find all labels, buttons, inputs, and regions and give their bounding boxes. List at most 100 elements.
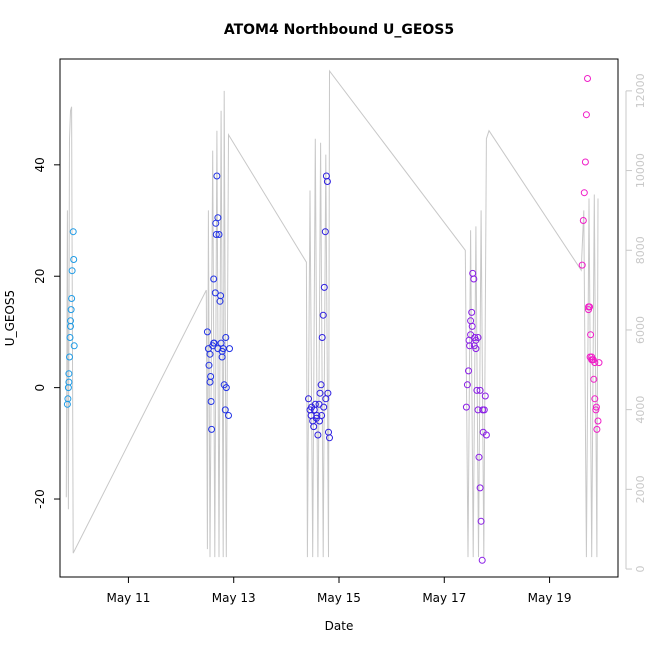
y2-axis: 0 2000 4000 6000 8000 10000 12000 bbox=[625, 73, 647, 573]
x-axis-label: Date bbox=[325, 619, 354, 633]
data-point bbox=[324, 389, 332, 397]
data-point bbox=[584, 75, 591, 82]
data-point bbox=[473, 386, 481, 394]
y2-tick-label: 12000 bbox=[634, 73, 647, 108]
x-tick-label: May 11 bbox=[106, 591, 150, 605]
points-layer bbox=[63, 75, 603, 564]
data-point bbox=[465, 367, 472, 375]
y-tick-label: 0 bbox=[33, 384, 47, 392]
data-point bbox=[212, 231, 220, 238]
data-point bbox=[482, 431, 490, 439]
x-axis: May 11 May 13 May 15 May 17 May 19 bbox=[106, 577, 572, 605]
data-point bbox=[593, 425, 601, 433]
data-point bbox=[323, 178, 331, 185]
data-point bbox=[579, 217, 587, 224]
y2-tick-label: 0 bbox=[634, 566, 647, 573]
data-point bbox=[68, 295, 76, 302]
y-axis-label: U_GEOS5 bbox=[3, 290, 17, 346]
data-point bbox=[592, 403, 600, 411]
data-point bbox=[320, 283, 328, 291]
data-point bbox=[206, 350, 214, 358]
data-point bbox=[217, 292, 225, 300]
data-point bbox=[218, 347, 226, 355]
data-point bbox=[314, 431, 322, 439]
data-point bbox=[467, 317, 475, 325]
y-tick-label: 40 bbox=[33, 157, 47, 172]
data-point bbox=[215, 231, 223, 238]
data-point bbox=[321, 228, 329, 236]
data-point bbox=[207, 398, 215, 405]
plot-area-frame bbox=[59, 58, 619, 578]
data-point bbox=[479, 406, 487, 414]
data-point bbox=[594, 417, 602, 425]
data-point bbox=[67, 317, 74, 325]
data-point bbox=[70, 256, 78, 263]
data-point bbox=[462, 403, 470, 411]
data-point bbox=[326, 434, 333, 442]
y-tick-label: -20 bbox=[33, 489, 47, 509]
data-point bbox=[590, 375, 598, 383]
data-point bbox=[585, 306, 592, 314]
altitude-line bbox=[65, 69, 599, 558]
data-point bbox=[467, 331, 475, 339]
data-point bbox=[67, 306, 75, 314]
data-point bbox=[313, 412, 321, 419]
data-point bbox=[310, 406, 318, 414]
x-tick-label: May 19 bbox=[528, 591, 572, 605]
data-point bbox=[222, 384, 230, 392]
data-point bbox=[316, 389, 324, 397]
y2-tick-label: 2000 bbox=[634, 475, 647, 503]
data-point bbox=[481, 392, 489, 400]
data-point bbox=[222, 334, 230, 341]
x-tick-label: May 15 bbox=[317, 591, 361, 605]
chart-title: ATOM4 Northbound U_GEOS5 bbox=[224, 22, 454, 38]
data-point bbox=[478, 556, 486, 564]
y-axis: -20 0 20 40 bbox=[33, 157, 60, 509]
data-point bbox=[470, 275, 478, 283]
data-point bbox=[320, 403, 328, 411]
data-point bbox=[225, 412, 232, 419]
data-point bbox=[591, 395, 599, 403]
data-point bbox=[69, 228, 77, 236]
data-point bbox=[319, 311, 327, 319]
data-point bbox=[208, 425, 216, 433]
data-point bbox=[580, 189, 588, 197]
data-point bbox=[595, 359, 603, 367]
data-point bbox=[226, 345, 233, 353]
data-point bbox=[205, 361, 213, 369]
altitude-line-layer bbox=[65, 69, 599, 558]
data-point bbox=[476, 386, 484, 394]
data-point bbox=[477, 517, 485, 525]
data-point bbox=[66, 334, 74, 341]
y2-tick-label: 6000 bbox=[634, 316, 647, 344]
data-point bbox=[213, 172, 221, 180]
x-tick-label: May 13 bbox=[212, 591, 256, 605]
data-point bbox=[65, 378, 73, 386]
data-point bbox=[207, 373, 215, 380]
data-point bbox=[211, 289, 219, 297]
data-point bbox=[463, 381, 471, 389]
data-point bbox=[475, 453, 483, 461]
x-tick-label: May 17 bbox=[422, 591, 466, 605]
data-point bbox=[587, 331, 595, 339]
data-point bbox=[68, 267, 76, 275]
data-point bbox=[582, 111, 590, 119]
data-point bbox=[592, 406, 600, 414]
data-point bbox=[474, 334, 482, 341]
data-point bbox=[70, 342, 78, 350]
data-point bbox=[305, 395, 312, 403]
data-point bbox=[578, 261, 586, 269]
data-point bbox=[317, 381, 325, 389]
data-point bbox=[64, 395, 72, 403]
data-point bbox=[212, 219, 220, 227]
data-point bbox=[65, 370, 73, 378]
data-point bbox=[591, 359, 599, 367]
data-point bbox=[581, 158, 589, 166]
data-point bbox=[468, 322, 476, 330]
data-point bbox=[210, 339, 218, 347]
data-point bbox=[210, 275, 218, 283]
data-point bbox=[310, 423, 318, 431]
data-point bbox=[318, 412, 326, 419]
data-point bbox=[203, 328, 211, 336]
